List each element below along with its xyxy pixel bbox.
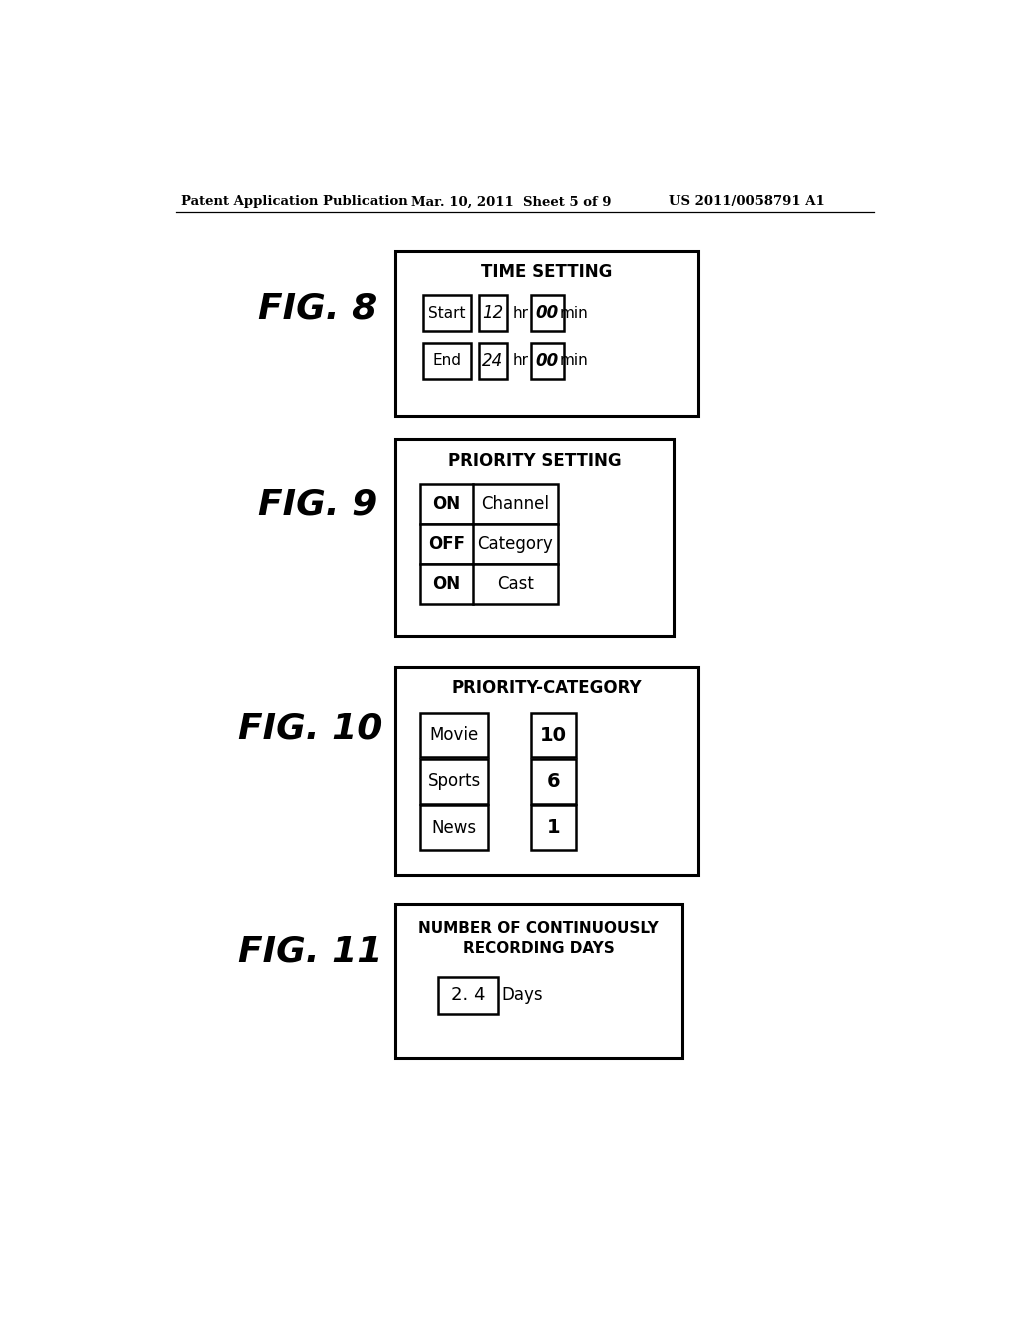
Text: 6: 6 bbox=[547, 772, 560, 791]
Text: ON: ON bbox=[432, 495, 461, 513]
Text: Cast: Cast bbox=[497, 576, 534, 593]
Bar bbox=[420, 805, 488, 850]
Bar bbox=[420, 759, 488, 804]
Text: PRIORITY-CATEGORY: PRIORITY-CATEGORY bbox=[452, 680, 642, 697]
Text: Patent Application Publication: Patent Application Publication bbox=[180, 195, 408, 209]
Bar bbox=[395, 667, 697, 875]
Bar bbox=[423, 343, 471, 379]
Text: TIME SETTING: TIME SETTING bbox=[481, 264, 612, 281]
Text: min: min bbox=[559, 306, 588, 321]
Bar bbox=[423, 296, 471, 331]
Bar bbox=[479, 343, 507, 379]
Bar bbox=[479, 296, 507, 331]
Text: RECORDING DAYS: RECORDING DAYS bbox=[463, 941, 614, 956]
Text: Mar. 10, 2011  Sheet 5 of 9: Mar. 10, 2011 Sheet 5 of 9 bbox=[411, 195, 611, 209]
Bar bbox=[531, 805, 575, 850]
Bar bbox=[531, 713, 575, 758]
Text: End: End bbox=[432, 354, 461, 368]
Text: hr: hr bbox=[513, 354, 529, 368]
Text: ON: ON bbox=[432, 576, 461, 593]
Text: Movie: Movie bbox=[430, 726, 479, 744]
Text: NUMBER OF CONTINUOUSLY: NUMBER OF CONTINUOUSLY bbox=[419, 921, 659, 936]
Text: Channel: Channel bbox=[481, 495, 550, 513]
Text: PRIORITY SETTING: PRIORITY SETTING bbox=[449, 451, 622, 470]
Bar bbox=[420, 713, 488, 758]
Text: 1: 1 bbox=[547, 818, 560, 837]
Text: 10: 10 bbox=[540, 726, 567, 744]
Text: min: min bbox=[559, 354, 588, 368]
Text: News: News bbox=[432, 818, 477, 837]
Text: Category: Category bbox=[477, 535, 553, 553]
Bar bbox=[395, 904, 682, 1057]
Bar bbox=[531, 759, 575, 804]
Bar bbox=[395, 251, 697, 416]
Text: Start: Start bbox=[428, 306, 465, 321]
Bar bbox=[420, 484, 558, 524]
Text: Days: Days bbox=[501, 986, 543, 1005]
Text: 00: 00 bbox=[536, 304, 559, 322]
Bar bbox=[531, 296, 563, 331]
Text: Sports: Sports bbox=[428, 772, 481, 791]
Bar bbox=[420, 524, 558, 564]
Text: 12: 12 bbox=[482, 304, 504, 322]
Bar bbox=[438, 977, 499, 1014]
Text: FIG. 9: FIG. 9 bbox=[258, 488, 378, 521]
Text: OFF: OFF bbox=[428, 535, 465, 553]
Text: US 2011/0058791 A1: US 2011/0058791 A1 bbox=[669, 195, 824, 209]
Bar bbox=[395, 440, 675, 636]
Text: hr: hr bbox=[513, 306, 529, 321]
Bar bbox=[531, 343, 563, 379]
Text: FIG. 11: FIG. 11 bbox=[238, 935, 382, 969]
Text: FIG. 8: FIG. 8 bbox=[258, 292, 378, 326]
Text: 00: 00 bbox=[536, 352, 559, 370]
Bar bbox=[420, 564, 558, 605]
Text: 24: 24 bbox=[482, 352, 504, 370]
Text: FIG. 10: FIG. 10 bbox=[238, 711, 382, 746]
Text: 2. 4: 2. 4 bbox=[451, 986, 485, 1005]
